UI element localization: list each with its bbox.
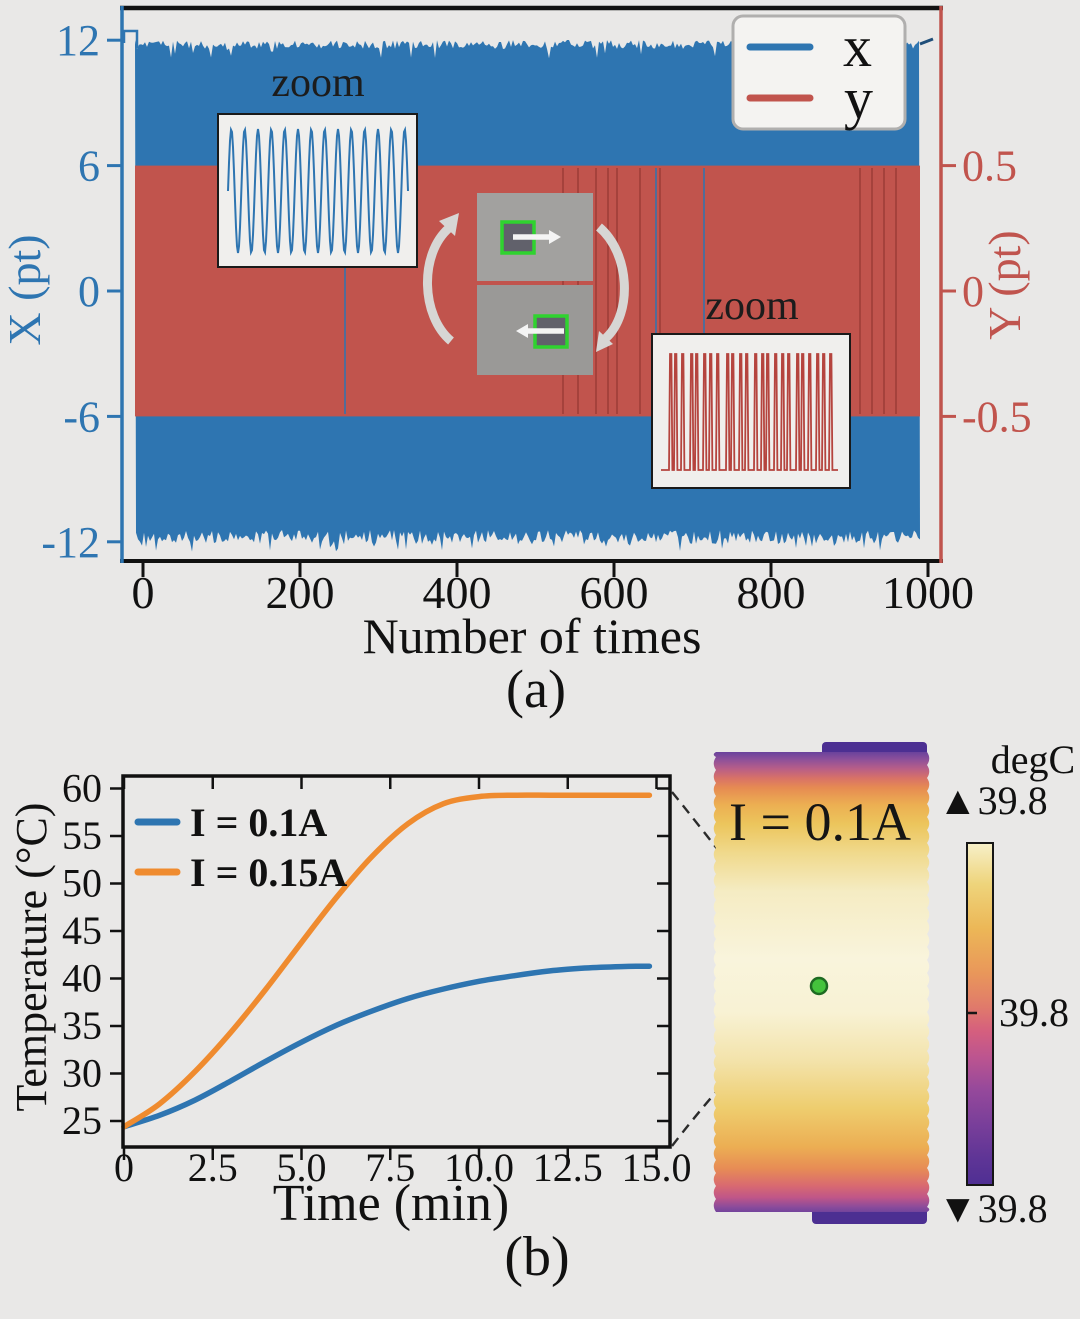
colorbar-unit-label: degC xyxy=(991,737,1075,782)
legend-label-i01: I = 0.1A xyxy=(190,800,327,845)
panel-a-ylabel-right: Y (pt) xyxy=(979,230,1030,339)
panel-a-ticks: 12 6 0 -6 -12 0.5 0 -0.5 0 200 400 600 800 1000 xyxy=(41,16,1031,618)
inset-sine-path xyxy=(227,125,409,257)
panel-a-xlabel: Number of times xyxy=(363,608,702,664)
inset-zoom-x: zoom xyxy=(217,60,418,268)
panel-b-ytick-label: 35 xyxy=(62,1003,102,1048)
colorbar-mid-label: 39.8 xyxy=(999,990,1069,1035)
legend-label-i015: I = 0.15A xyxy=(190,850,347,895)
panel-a-xtick-label: 1000 xyxy=(882,567,974,618)
panel-a-ytick-left-label: -12 xyxy=(41,518,100,567)
legend-label-x: x xyxy=(843,14,872,79)
cycle-arrow-right-head-icon xyxy=(596,331,613,352)
panel-b-xtick-label: 5.0 xyxy=(277,1145,327,1190)
panel-a-legend-box xyxy=(731,14,907,131)
panel-b-ytick-label: 60 xyxy=(62,766,102,811)
measurement-spot-marker xyxy=(809,976,829,996)
inset-zoom-x-title: zoom xyxy=(271,60,365,106)
panel-a-xtick-label: 0 xyxy=(132,567,155,618)
inset-pulse-path xyxy=(661,353,838,471)
panel-b-xtick-label: 7.5 xyxy=(365,1145,415,1190)
panel-a-ytick-left-label: -6 xyxy=(63,392,100,441)
panel-b-ytick-label: 25 xyxy=(62,1098,102,1143)
panel-a-xtick-label: 600 xyxy=(580,567,649,618)
panel-b-series xyxy=(121,792,653,1130)
panel-b-ytick-label: 45 xyxy=(62,908,102,953)
panel-a-caption: (a) xyxy=(506,659,566,719)
left-arrow-head-icon xyxy=(516,324,528,338)
series-x-end-mark xyxy=(919,37,934,46)
panel-a-ylabel-left: X (pt) xyxy=(0,234,50,345)
inset-zoom-x-wave xyxy=(227,125,409,257)
panel-b-ylabel: Temperature (°C) xyxy=(7,803,56,1112)
panel-b-xtick-label: 2.5 xyxy=(188,1145,238,1190)
panel-b-ytick-label: 50 xyxy=(62,861,102,906)
panel-b-frame xyxy=(121,774,672,1149)
inset-zoom-y: zoom xyxy=(651,283,851,489)
panel-b-caption: (b) xyxy=(504,1226,569,1288)
colorbar-max-label: ▲39.8 xyxy=(938,778,1048,823)
right-arrow-head-icon xyxy=(549,230,561,244)
panel-b-ytick-label: 55 xyxy=(62,813,102,858)
panel-a-ytick-left-label: 6 xyxy=(78,142,100,191)
cycle-arrow-left-head-icon xyxy=(439,213,459,236)
panel-b-xtick-label: 10.0 xyxy=(444,1145,514,1190)
panel-a-ytick-right-label: -0.5 xyxy=(962,392,1032,441)
series-I015A xyxy=(121,792,653,1130)
panel-a-ytick-right-label: 0.5 xyxy=(962,142,1017,191)
cycle-arrow-right-icon xyxy=(595,223,629,342)
series-I01A xyxy=(121,963,653,1130)
panel-b-xtick-label: 15.0 xyxy=(622,1145,692,1190)
panel-b-xtick-label: 12.5 xyxy=(533,1145,603,1190)
panel-a-xtick-label: 400 xyxy=(423,567,492,618)
thermal-title: I = 0.1A xyxy=(729,792,911,852)
panel-a-xtick-label: 800 xyxy=(737,567,806,618)
panel-b-xtick-label: 0 xyxy=(114,1145,134,1190)
stage-motion-illustration xyxy=(423,193,629,375)
legend-label-y: y xyxy=(844,66,873,131)
thermal-view: I = 0.1A degC ▲39.8 39.8 ▼39.8 xyxy=(713,737,1075,1231)
colorbar-min-label: ▼39.8 xyxy=(938,1186,1048,1231)
panel-b-xlabel: Time (min) xyxy=(273,1175,509,1232)
panel-a: 12 6 0 -6 -12 0.5 0 -0.5 0 200 400 600 800 1000 X (pt… xyxy=(0,5,1032,719)
panel-b-ytick-label: 40 xyxy=(62,956,102,1001)
panel-a-ytick-right-label: 0 xyxy=(962,267,984,316)
inset-zoom-y-title: zoom xyxy=(705,283,799,329)
panel-b-legend: I = 0.1A I = 0.15A xyxy=(134,800,347,895)
series-x-start-transient xyxy=(122,29,139,48)
panel-a-legend: x y xyxy=(731,14,907,131)
panel-a-ytick-left-label: 12 xyxy=(56,16,100,65)
inset-zoom-y-wave xyxy=(661,353,838,471)
panel-a-xtick-label: 200 xyxy=(266,567,335,618)
panel-b-ytick-label: 30 xyxy=(62,1051,102,1096)
cycle-arrow-left-icon xyxy=(423,224,455,345)
panel-a-ytick-left-label: 0 xyxy=(78,267,100,316)
